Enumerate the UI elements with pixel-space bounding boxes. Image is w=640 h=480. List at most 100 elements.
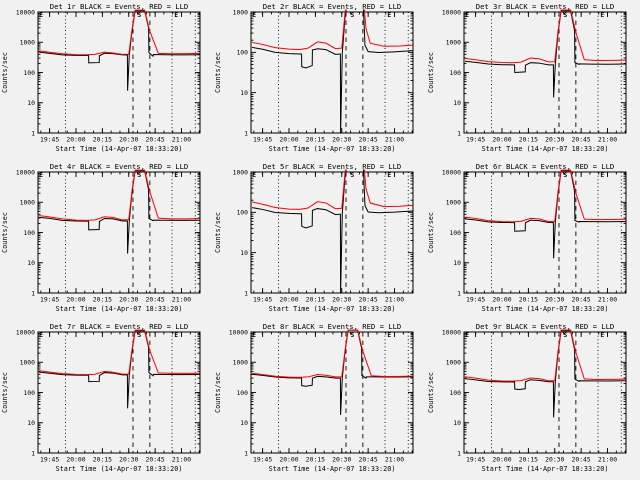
- flag-letter-s: S: [350, 332, 354, 339]
- x-axis: 19:45 20:00 20:15 20:30 20:45 21:00: [466, 332, 626, 464]
- x-tick-label: 20:15: [93, 456, 112, 464]
- flag-letter-e: E: [39, 332, 43, 339]
- marker-lines: [490, 332, 622, 453]
- x-tick-label: 20:15: [93, 136, 112, 144]
- x-axis-label: Start Time (14-Apr-07 18:33:20): [269, 465, 396, 473]
- plot-title: Det 3r BLACK = Events, RED = LLD: [476, 2, 614, 11]
- y-tick-label: 1000: [20, 199, 36, 207]
- series-lld: [464, 329, 626, 382]
- x-axis: 19:45 20:00 20:15 20:30 20:45 21:00: [466, 172, 626, 304]
- y-axis-label: Counts/sec: [214, 212, 222, 253]
- x-axis: 19:45 20:00 20:15 20:30 20:45 21:00: [253, 172, 413, 304]
- flag-letter-e: E: [600, 12, 604, 19]
- y-tick-label: 10: [240, 249, 248, 257]
- y-tick-label: 1000: [20, 359, 36, 367]
- x-tick-label: 21:00: [172, 296, 191, 304]
- x-tick-label: 20:45: [146, 456, 165, 464]
- flag-letter-e: E: [600, 172, 604, 179]
- y-axis-label: Counts/sec: [427, 212, 435, 253]
- x-tick-label: 20:45: [359, 136, 378, 144]
- flag-letter-e: E: [174, 12, 178, 19]
- x-tick-label: 20:45: [146, 136, 165, 144]
- x-axis: 19:45 20:00 20:15 20:30 20:45 21:00: [253, 12, 413, 144]
- panel-det-7r: Det 7r BLACK = Events, RED = LLD Start Ti…: [0, 320, 214, 480]
- y-axis: 1 10 100 1000 10000: [16, 8, 200, 137]
- y-tick-label: 100: [23, 229, 35, 237]
- plot-title: Det 5r BLACK = Events, RED = LLD: [263, 162, 401, 171]
- x-tick-label: 20:45: [572, 456, 591, 464]
- marker-lines: [490, 172, 622, 293]
- plot-canvas-det-1r: Det 1r BLACK = Events, RED = LLD Start Ti…: [1, 2, 201, 153]
- flag-letter-s: S: [563, 332, 567, 339]
- x-axis-label: Start Time (14-Apr-07 18:33:20): [56, 305, 183, 313]
- x-tick-label: 20:00: [492, 136, 511, 144]
- x-tick-label: 20:15: [93, 296, 112, 304]
- y-tick-label: 1: [31, 449, 35, 457]
- y-tick-label: 10000: [442, 8, 461, 16]
- x-tick-label: 20:00: [66, 136, 85, 144]
- x-tick-label: 19:45: [40, 136, 59, 144]
- y-axis: 1 10 100 1000 10000: [442, 8, 626, 137]
- x-axis: 19:45 20:00 20:15 20:30 20:45 21:00: [40, 172, 200, 304]
- flag-letter-s: S: [350, 12, 354, 19]
- plot-canvas-det-7r: Det 7r BLACK = Events, RED = LLD Start Ti…: [1, 322, 201, 473]
- x-tick-label: 19:45: [466, 456, 485, 464]
- x-axis-label: Start Time (14-Apr-07 18:33:20): [269, 305, 396, 313]
- flag-letter-e: E: [174, 332, 178, 339]
- x-tick-label: 20:30: [332, 136, 351, 144]
- x-tick-label: 20:45: [359, 456, 378, 464]
- flag-letter-s: S: [137, 172, 141, 179]
- plot-frame: [463, 331, 627, 454]
- x-axis: 19:45 20:00 20:15 20:30 20:45 21:00: [40, 332, 200, 464]
- plot-canvas-det-9r: Det 9r BLACK = Events, RED = LLD Start Ti…: [427, 322, 627, 473]
- plot-canvas-det-8r: Det 8r BLACK = Events, RED = LLD Start Ti…: [214, 322, 414, 473]
- y-tick-label: 100: [449, 229, 461, 237]
- x-tick-label: 20:30: [545, 456, 564, 464]
- x-tick-label: 20:30: [545, 136, 564, 144]
- y-axis-label: Counts/sec: [1, 52, 9, 93]
- y-tick-label: 10000: [16, 168, 35, 176]
- series-lld: [464, 169, 626, 223]
- x-tick-label: 20:00: [66, 456, 85, 464]
- series-events: [252, 329, 413, 416]
- x-tick-label: 20:00: [492, 296, 511, 304]
- y-tick-label: 1000: [20, 39, 36, 47]
- plot-title: Det 1r BLACK = Events, RED = LLD: [50, 2, 188, 11]
- y-tick-label: 1000: [446, 39, 462, 47]
- plot-title: Det 2r BLACK = Events, RED = LLD: [263, 2, 401, 11]
- plot-frame: [37, 11, 201, 134]
- x-tick-label: 20:30: [545, 296, 564, 304]
- plot-canvas-det-2r: Det 2r BLACK = Events, RED = LLD Start Ti…: [214, 2, 414, 153]
- x-tick-label: 20:15: [306, 136, 325, 144]
- y-tick-label: 1: [457, 449, 461, 457]
- series-events: [39, 10, 200, 91]
- x-tick-label: 21:00: [598, 456, 617, 464]
- x-axis-label: Start Time (14-Apr-07 18:33:20): [482, 305, 609, 313]
- x-tick-label: 20:15: [519, 136, 538, 144]
- plot-frame: [463, 171, 627, 294]
- panel-det-2r: Det 2r BLACK = Events, RED = LLD Start Ti…: [213, 0, 427, 160]
- y-axis-label: Counts/sec: [1, 372, 9, 413]
- y-tick-label: 100: [23, 389, 35, 397]
- y-tick-label: 10: [240, 89, 248, 97]
- flag-letter-s: S: [137, 332, 141, 339]
- marker-lines: [490, 12, 622, 133]
- plot-title: Det 6r BLACK = Events, RED = LLD: [476, 162, 614, 171]
- flag-letter-e: E: [387, 332, 391, 339]
- y-tick-label: 10000: [442, 168, 461, 176]
- flag-letter-e: E: [39, 12, 43, 19]
- y-tick-label: 100: [23, 69, 35, 77]
- flag-letter-e: E: [252, 172, 256, 179]
- y-tick-label: 100: [236, 389, 248, 397]
- y-tick-label: 1000: [233, 359, 249, 367]
- y-tick-label: 1000: [446, 199, 462, 207]
- y-axis-label: Counts/sec: [427, 372, 435, 413]
- x-axis-label: Start Time (14-Apr-07 18:33:20): [56, 465, 183, 473]
- x-tick-label: 19:45: [253, 296, 272, 304]
- marker-lines: [277, 172, 409, 293]
- x-tick-label: 20:15: [519, 456, 538, 464]
